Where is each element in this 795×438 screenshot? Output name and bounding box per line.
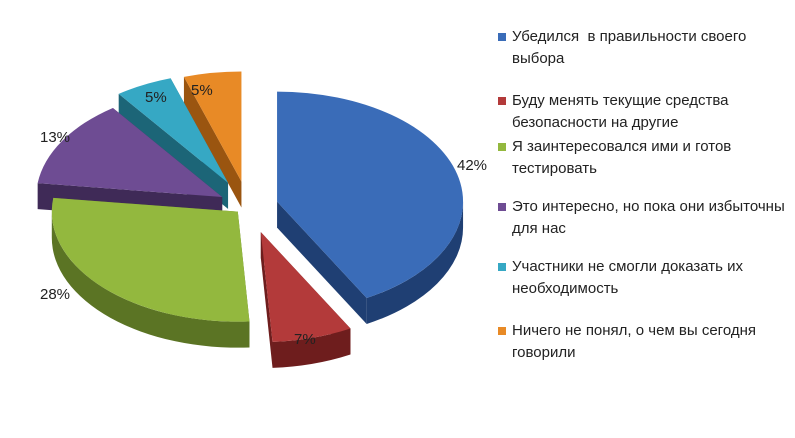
legend-label: Это интересно, но пока они избыточны для… [512,198,789,237]
legend-swatch [498,203,506,211]
legend-label: Я заинтересовался ими и готов тестироват… [512,138,736,177]
legend-swatch [498,327,506,335]
pie-slice-wall [183,76,242,208]
pie-slice [277,91,464,324]
legend-label: Участники не смогли доказать их необходи… [512,258,748,297]
pie-slice-top [51,197,250,322]
pie-slice [260,232,351,368]
legend-swatch [498,263,506,271]
legend-item-not-understood: Ничего не понял, о чем вы сегодня говори… [498,320,788,364]
pie-slice [183,71,242,208]
pie-slice-top [37,107,223,197]
pie-slice-side [51,211,250,348]
pie-slice-top [183,71,242,182]
legend-swatch [498,97,506,105]
legend-item-ready-to-test: Я заинтересовался ими и готов тестироват… [498,136,788,180]
pie-slice-side [272,328,351,368]
legend-swatch [498,143,506,151]
data-label: 28% [40,286,70,303]
data-label: 13% [40,129,70,146]
legend-label: Ничего не понял, о чем вы сегодня говори… [512,322,761,361]
data-label: 5% [145,89,167,106]
pie-slice-side [366,201,464,324]
legend-swatch [498,33,506,41]
pie-slice-top [118,78,229,183]
data-label: 7% [294,331,316,348]
pie-slice-wall [277,201,367,324]
legend-label: Убедился в правильности своего выбора [512,28,751,67]
legend-item-not-proven: Участники не смогли доказать их необходи… [498,256,788,300]
legend: Убедился в правильности своего выбора Бу… [498,26,788,384]
pie-slice-top [277,91,464,298]
data-label: 42% [457,157,487,174]
pie-slice-top [260,232,351,342]
pie-slice-wall [260,232,273,368]
pie-slice [51,197,250,348]
legend-item-convinced: Убедился в правильности своего выбора [498,26,788,70]
legend-label: Буду менять текущие средства безопасност… [512,92,733,131]
legend-item-will-change: Буду менять текущие средства безопасност… [498,90,788,134]
data-label: 5% [191,82,213,99]
legend-item-excessive: Это интересно, но пока они избыточны для… [498,196,788,240]
